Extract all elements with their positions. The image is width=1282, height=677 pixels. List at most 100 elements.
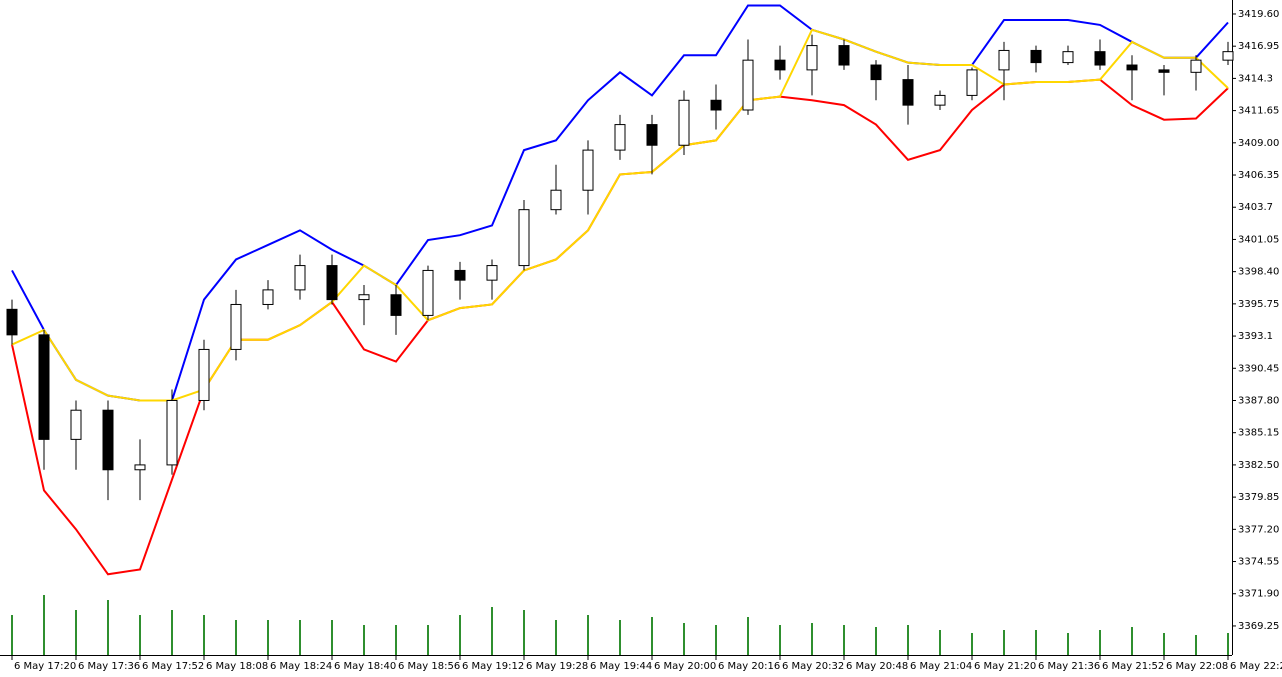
candle-body — [102, 409, 114, 471]
volume-bar — [299, 620, 301, 655]
candle-body — [134, 464, 146, 471]
x-tick-label: 6 May 19:12 — [462, 661, 524, 672]
candle-body — [1094, 51, 1106, 66]
volume-bar — [11, 615, 13, 655]
candle-body — [358, 294, 370, 301]
y-tick-label: 3393.1 — [1238, 331, 1273, 342]
volume-bar — [395, 625, 397, 655]
candle-body — [902, 79, 914, 106]
candle-body — [38, 334, 50, 440]
candle-body — [806, 45, 818, 71]
y-tick-label: 3419.60 — [1238, 9, 1279, 20]
candle-body — [966, 69, 978, 96]
candle-body — [838, 45, 850, 66]
candle-body — [166, 399, 178, 466]
candle-body — [390, 294, 402, 316]
y-tick-label: 3395.75 — [1238, 299, 1279, 310]
x-tick-label: 6 May 20:32 — [782, 661, 844, 672]
volume-bar — [107, 600, 109, 655]
volume-bar — [971, 633, 973, 655]
y-tick-label: 3414.3 — [1238, 73, 1273, 84]
volume-bar — [139, 615, 141, 655]
volume-bar — [587, 615, 589, 655]
candle-body — [294, 265, 306, 291]
volume-bar — [75, 610, 77, 655]
candle-body — [998, 49, 1010, 71]
volume-bar — [235, 620, 237, 655]
volume-bar — [43, 595, 45, 655]
y-tick-label: 3401.05 — [1238, 234, 1279, 245]
x-tick-label: 6 May 22:24 — [1230, 661, 1282, 672]
volume-bar — [1131, 627, 1133, 655]
volume-bar — [619, 620, 621, 655]
y-tick-label: 3369.25 — [1238, 621, 1279, 632]
x-tick-label: 6 May 20:48 — [846, 661, 908, 672]
candle-body — [198, 348, 210, 401]
y-tick-label: 3379.85 — [1238, 492, 1279, 503]
y-tick-label: 3377.20 — [1238, 524, 1279, 535]
candle-body — [1126, 64, 1138, 71]
y-tick-label: 3387.80 — [1238, 395, 1279, 406]
x-tick-label: 6 May 18:24 — [270, 661, 332, 672]
x-tick-label: 6 May 21:20 — [974, 661, 1036, 672]
x-tick-label: 6 May 18:56 — [398, 661, 460, 672]
x-tick-label: 6 May 17:20 — [14, 661, 76, 672]
x-tick-label: 6 May 18:40 — [334, 661, 396, 672]
y-tick-label: 3385.15 — [1238, 428, 1279, 439]
candle-body — [646, 124, 658, 146]
x-tick-label: 6 May 19:28 — [526, 661, 588, 672]
candle-body — [934, 94, 946, 106]
candle-body — [742, 59, 754, 111]
candle-body — [6, 308, 18, 336]
volume-bar — [171, 610, 173, 655]
x-tick-label: 6 May 21:04 — [910, 661, 972, 672]
volume-bar — [715, 625, 717, 655]
volume-bar — [1099, 630, 1101, 655]
candle-body — [550, 189, 562, 211]
x-tick-label: 6 May 21:52 — [1102, 661, 1164, 672]
candle-body — [70, 409, 82, 440]
candle-body — [1062, 51, 1074, 64]
volume-bar — [1163, 633, 1165, 655]
y-tick-label: 3390.45 — [1238, 363, 1279, 374]
candle-body — [1030, 49, 1042, 64]
candle-body — [422, 269, 434, 316]
volume-bar — [427, 625, 429, 655]
y-tick-label: 3403.7 — [1238, 202, 1273, 213]
volume-bar — [363, 625, 365, 655]
volume-bar — [331, 620, 333, 655]
volume-bar — [939, 630, 941, 655]
candle-body — [262, 289, 274, 305]
candle-body — [678, 99, 690, 146]
volume-bar — [683, 623, 685, 655]
candle-body — [614, 124, 626, 151]
y-tick-label: 3398.40 — [1238, 267, 1279, 278]
x-tick-label: 6 May 21:36 — [1038, 661, 1100, 672]
y-tick-label: 3411.65 — [1238, 106, 1279, 117]
volume-bar — [523, 610, 525, 655]
volume-bar — [1035, 630, 1037, 655]
volume-bar — [907, 625, 909, 655]
x-tick-label: 6 May 17:36 — [78, 661, 140, 672]
x-tick-label: 6 May 22:08 — [1166, 661, 1228, 672]
volume-bar — [267, 620, 269, 655]
volume-bar — [1227, 633, 1229, 655]
volume-bar — [843, 625, 845, 655]
candle-body — [1222, 51, 1234, 61]
y-tick-label: 3374.55 — [1238, 557, 1279, 568]
volume-bar — [1003, 630, 1005, 655]
candle-body — [486, 265, 498, 281]
candle-body — [518, 209, 530, 267]
candle-body — [710, 99, 722, 111]
x-tick-label: 6 May 20:00 — [654, 661, 716, 672]
band-line — [11, 28, 1229, 402]
candle-body — [230, 303, 242, 350]
volume-bar — [491, 607, 493, 655]
volume-bar — [779, 625, 781, 655]
volume-bar — [651, 617, 653, 655]
candle-body — [454, 269, 466, 281]
volume-bar — [811, 623, 813, 655]
